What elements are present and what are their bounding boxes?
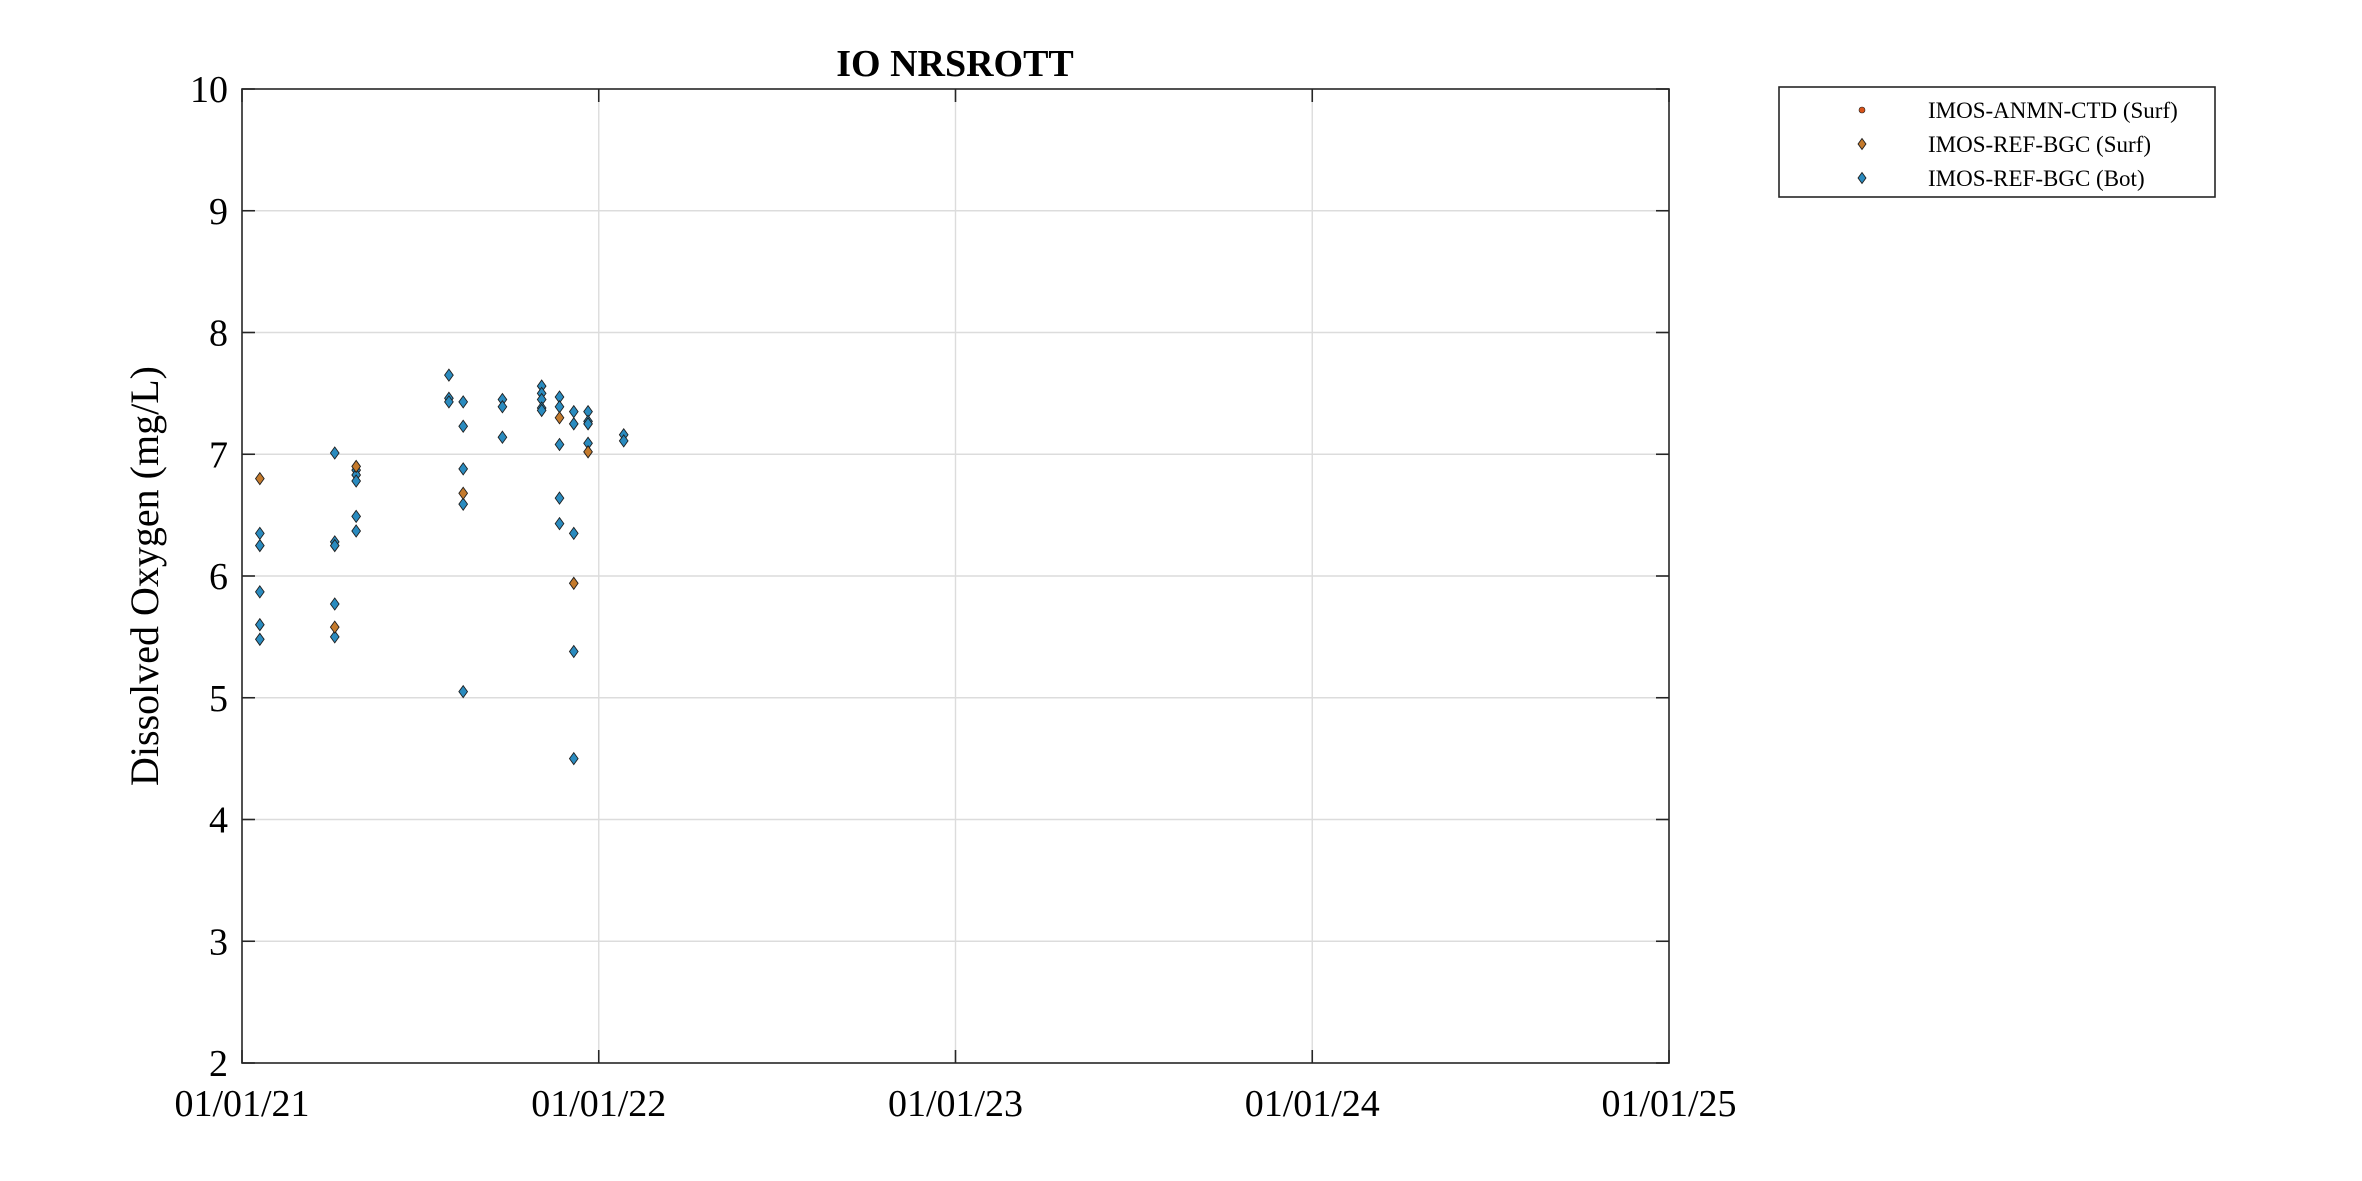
data-point [568,526,579,541]
chart-title: IO NRSROTT [836,43,1074,85]
legend-label: IMOS-REF-BGC (Bot) [1928,166,2145,191]
data-point [351,474,362,488]
y-tick-label: 9 [209,191,228,233]
data-point [618,434,629,448]
data-point [351,509,362,524]
data-point [497,430,508,444]
data-points [254,368,629,766]
x-tick-label: 01/01/22 [531,1083,666,1125]
x-tick-label: 01/01/24 [1245,1083,1380,1125]
data-point [583,445,593,459]
data-point [536,403,547,418]
data-point [568,751,579,766]
y-tick-label: 2 [209,1043,228,1085]
data-point [351,524,362,538]
data-point [254,471,265,486]
data-point [554,516,565,531]
legend-marker [1858,106,1866,114]
data-point [568,404,579,419]
x-tick-label: 01/01/21 [174,1083,309,1125]
data-point [458,486,469,500]
x-tick-label: 01/01/23 [888,1083,1023,1125]
y-tick-label: 5 [209,678,228,720]
data-point [568,417,579,431]
data-point [458,497,469,511]
data-point [254,526,265,541]
data-point [254,632,265,647]
legend-marker [1857,137,1867,151]
y-tick-label: 4 [209,800,228,842]
data-point [444,368,454,382]
data-point [497,399,508,414]
data-point [254,538,265,553]
legend-box [1778,86,2216,198]
data-point [568,576,579,591]
data-point [554,437,565,452]
legend-marker [1857,171,1867,185]
data-point [444,395,454,409]
y-tick-label: 10 [190,69,228,111]
y-tick-label: 6 [209,556,228,598]
legend-label: IMOS-ANMN-CTD (Surf) [1928,98,2178,123]
x-tick-label: 01/01/25 [1601,1083,1736,1125]
data-point [329,630,340,644]
data-point [458,419,469,434]
y-tick-label: 7 [209,434,228,476]
data-point [583,417,593,431]
legend-label: IMOS-REF-BGC (Surf) [1928,132,2151,157]
data-point [254,585,265,599]
legend: IMOS-ANMN-CTD (Surf) IMOS-REF-BGC (Surf) I… [1778,86,2216,198]
y-axis-label: Dissolved Oxygen (mg/L) [122,366,167,786]
data-point [554,410,565,425]
data-point [458,684,469,699]
axis-ticks: 2 3 4 5 6 7 8 9 10 01/01/21 01/01/22 01/01/23 01/01/… [174,69,1736,1125]
data-point [329,620,340,634]
data-point [329,538,340,553]
data-point [458,395,469,409]
data-point [458,462,469,476]
data-point [554,491,565,505]
data-point [254,617,265,632]
grid-lines [242,89,1669,1063]
data-point [329,597,340,611]
data-point [568,644,579,659]
y-tick-label: 8 [209,313,228,355]
data-point [329,446,340,460]
y-tick-label: 3 [209,921,228,963]
data-point [351,459,362,474]
